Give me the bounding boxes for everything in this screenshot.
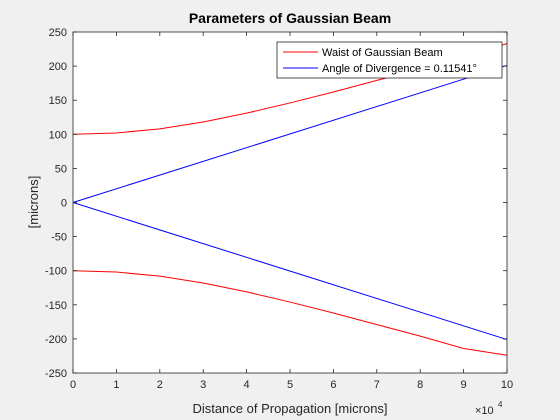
series-line-1 bbox=[72, 270, 508, 356]
y-tick-label: 100 bbox=[49, 129, 67, 141]
x-tick-label: 1 bbox=[113, 379, 119, 391]
y-axis-label: [microns] bbox=[26, 176, 41, 229]
x-tick-label: 7 bbox=[374, 379, 380, 391]
y-tick-label: 250 bbox=[49, 27, 67, 39]
legend: Waist of Gaussian Beam Angle of Divergen… bbox=[276, 41, 503, 79]
x-tick-label: 5 bbox=[287, 379, 293, 391]
ticks-layer: 0 1 2 3 4 5 6 7 8 9 10 250 200 150 100 50 0 -50 -100 -150 -2… bbox=[45, 27, 513, 391]
x-tick-label: 3 bbox=[200, 379, 206, 391]
y-tick-label: -200 bbox=[45, 334, 67, 346]
x-tick-label: 2 bbox=[157, 379, 163, 391]
y-tick-label: 150 bbox=[49, 95, 67, 107]
x-tick-label: 0 bbox=[70, 379, 76, 391]
x-tick-label: 6 bbox=[330, 379, 336, 391]
y-tick-label: -150 bbox=[45, 300, 67, 312]
y-tick-label: -250 bbox=[45, 368, 67, 380]
series-line-2 bbox=[72, 64, 508, 203]
legend-label-waist: Waist of Gaussian Beam bbox=[322, 47, 443, 59]
legend-label-divergence: Angle of Divergence = 0.11541° bbox=[322, 63, 477, 75]
series-line-3 bbox=[72, 202, 508, 341]
y-tick-label: 200 bbox=[49, 61, 67, 73]
x-exponent-base: ×10 bbox=[475, 405, 494, 417]
x-tick-label: 4 bbox=[244, 379, 250, 391]
x-axis-label: Distance of Propagation [microns] bbox=[192, 401, 387, 416]
legend-box bbox=[276, 41, 503, 79]
y-tick-label: 0 bbox=[61, 198, 67, 210]
x-exponent-power: 4 bbox=[498, 400, 503, 409]
chart-title: Parameters of Gaussian Beam bbox=[189, 10, 391, 26]
y-tick-label: -50 bbox=[51, 232, 67, 244]
y-tick-label: -100 bbox=[45, 266, 67, 278]
plot-area bbox=[73, 32, 507, 373]
x-tick-label: 8 bbox=[417, 379, 423, 391]
x-tick-label: 10 bbox=[501, 379, 513, 391]
x-exponent: ×10 4 bbox=[475, 400, 503, 417]
y-tick-label: 50 bbox=[55, 163, 67, 175]
x-tick-label: 9 bbox=[461, 379, 467, 391]
